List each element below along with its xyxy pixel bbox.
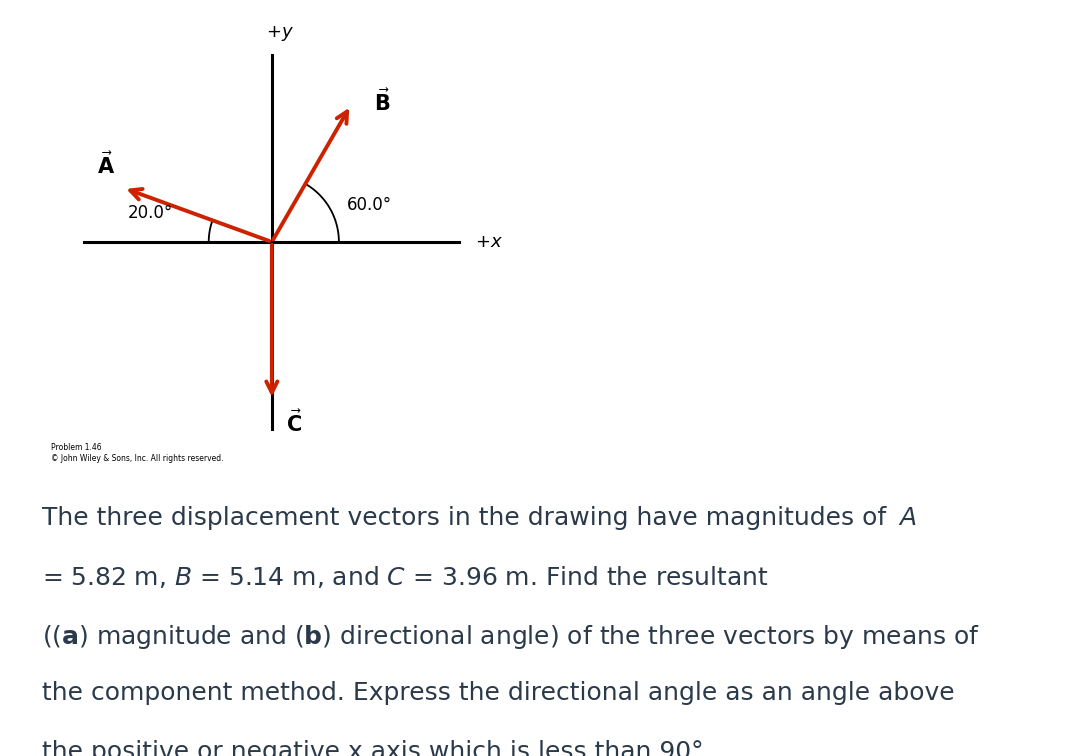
Text: Problem 1.46
© John Wiley & Sons, Inc. All rights reserved.: Problem 1.46 © John Wiley & Sons, Inc. A… bbox=[51, 444, 224, 463]
Text: (($\mathbf{a}$) magnitude and ($\mathbf{b}$) directional angle) of the three vec: (($\mathbf{a}$) magnitude and ($\mathbf{… bbox=[43, 623, 980, 651]
Text: $\vec{\mathbf{A}}$: $\vec{\mathbf{A}}$ bbox=[97, 151, 115, 178]
Text: = 5.82 m, $\mathit{B}$ = 5.14 m, and $\mathit{C}$ = 3.96 m. Find the resultant: = 5.82 m, $\mathit{B}$ = 5.14 m, and $\m… bbox=[43, 564, 769, 590]
Text: 20.0°: 20.0° bbox=[128, 204, 173, 222]
Text: $\vec{\mathbf{C}}$: $\vec{\mathbf{C}}$ bbox=[286, 410, 302, 436]
Text: $+x$: $+x$ bbox=[475, 233, 503, 251]
Text: $\vec{\mathbf{B}}$: $\vec{\mathbf{B}}$ bbox=[374, 88, 391, 115]
Text: the component method. Express the directional angle as an angle above: the component method. Express the direct… bbox=[43, 681, 955, 705]
Text: $\mathit{A}$: $\mathit{A}$ bbox=[898, 506, 917, 530]
Text: $+y$: $+y$ bbox=[265, 23, 294, 43]
Text: the positive or negative x axis which is less than 90°.: the positive or negative x axis which is… bbox=[43, 739, 712, 756]
Text: The three displacement vectors in the drawing have magnitudes of: The three displacement vectors in the dr… bbox=[43, 506, 894, 530]
Text: 60.0°: 60.0° bbox=[346, 197, 392, 214]
